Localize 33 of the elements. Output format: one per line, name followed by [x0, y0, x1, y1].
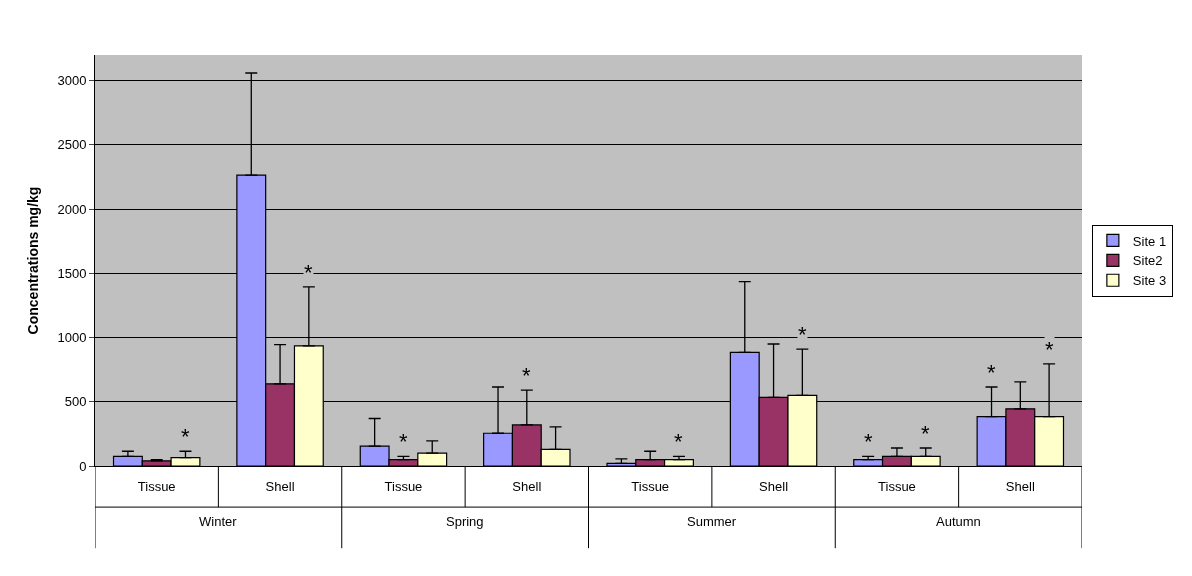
y-axis-title: Concentrations mg/kg: [25, 186, 42, 335]
x-tick-label: Tissue: [384, 478, 423, 494]
x-tick-label: Shell: [265, 478, 295, 494]
data-label: *: [864, 429, 873, 454]
legend-label: Site 3: [1132, 273, 1167, 289]
x-tick-label: Shell: [759, 478, 789, 494]
y-tick-label: 3000: [57, 73, 87, 89]
data-label: *: [674, 429, 683, 454]
text: Winter: [199, 514, 238, 529]
x-tick-label: Tissue: [878, 478, 916, 494]
text: Summer: [687, 514, 737, 529]
y-tick-label: 500: [64, 394, 87, 410]
data-label: *: [522, 363, 531, 388]
y-tick-label: 2500: [57, 137, 87, 153]
y-tick-label: 2000: [57, 201, 87, 217]
text: Autumn: [936, 514, 981, 529]
data-label: *: [1045, 337, 1054, 362]
legend-label: Site 1: [1132, 233, 1167, 249]
x-tick-label: Tissue: [631, 478, 670, 494]
data-label: *: [987, 360, 996, 385]
legend-label: Site2: [1132, 253, 1163, 269]
text: Spring: [446, 514, 484, 529]
y-tick-label: 0: [79, 458, 87, 474]
x-tick-label: Shell: [512, 478, 542, 494]
data-label: *: [399, 429, 408, 454]
data-label: *: [798, 322, 807, 347]
data-label: *: [181, 424, 190, 449]
y-tick-label: 1500: [57, 265, 87, 281]
x-tick-label: Tissue: [137, 478, 176, 494]
data-label: *: [921, 421, 930, 446]
x-tick-label: Shell: [1005, 478, 1035, 494]
y-tick-label: 1000: [57, 330, 87, 346]
data-label: *: [304, 260, 313, 285]
